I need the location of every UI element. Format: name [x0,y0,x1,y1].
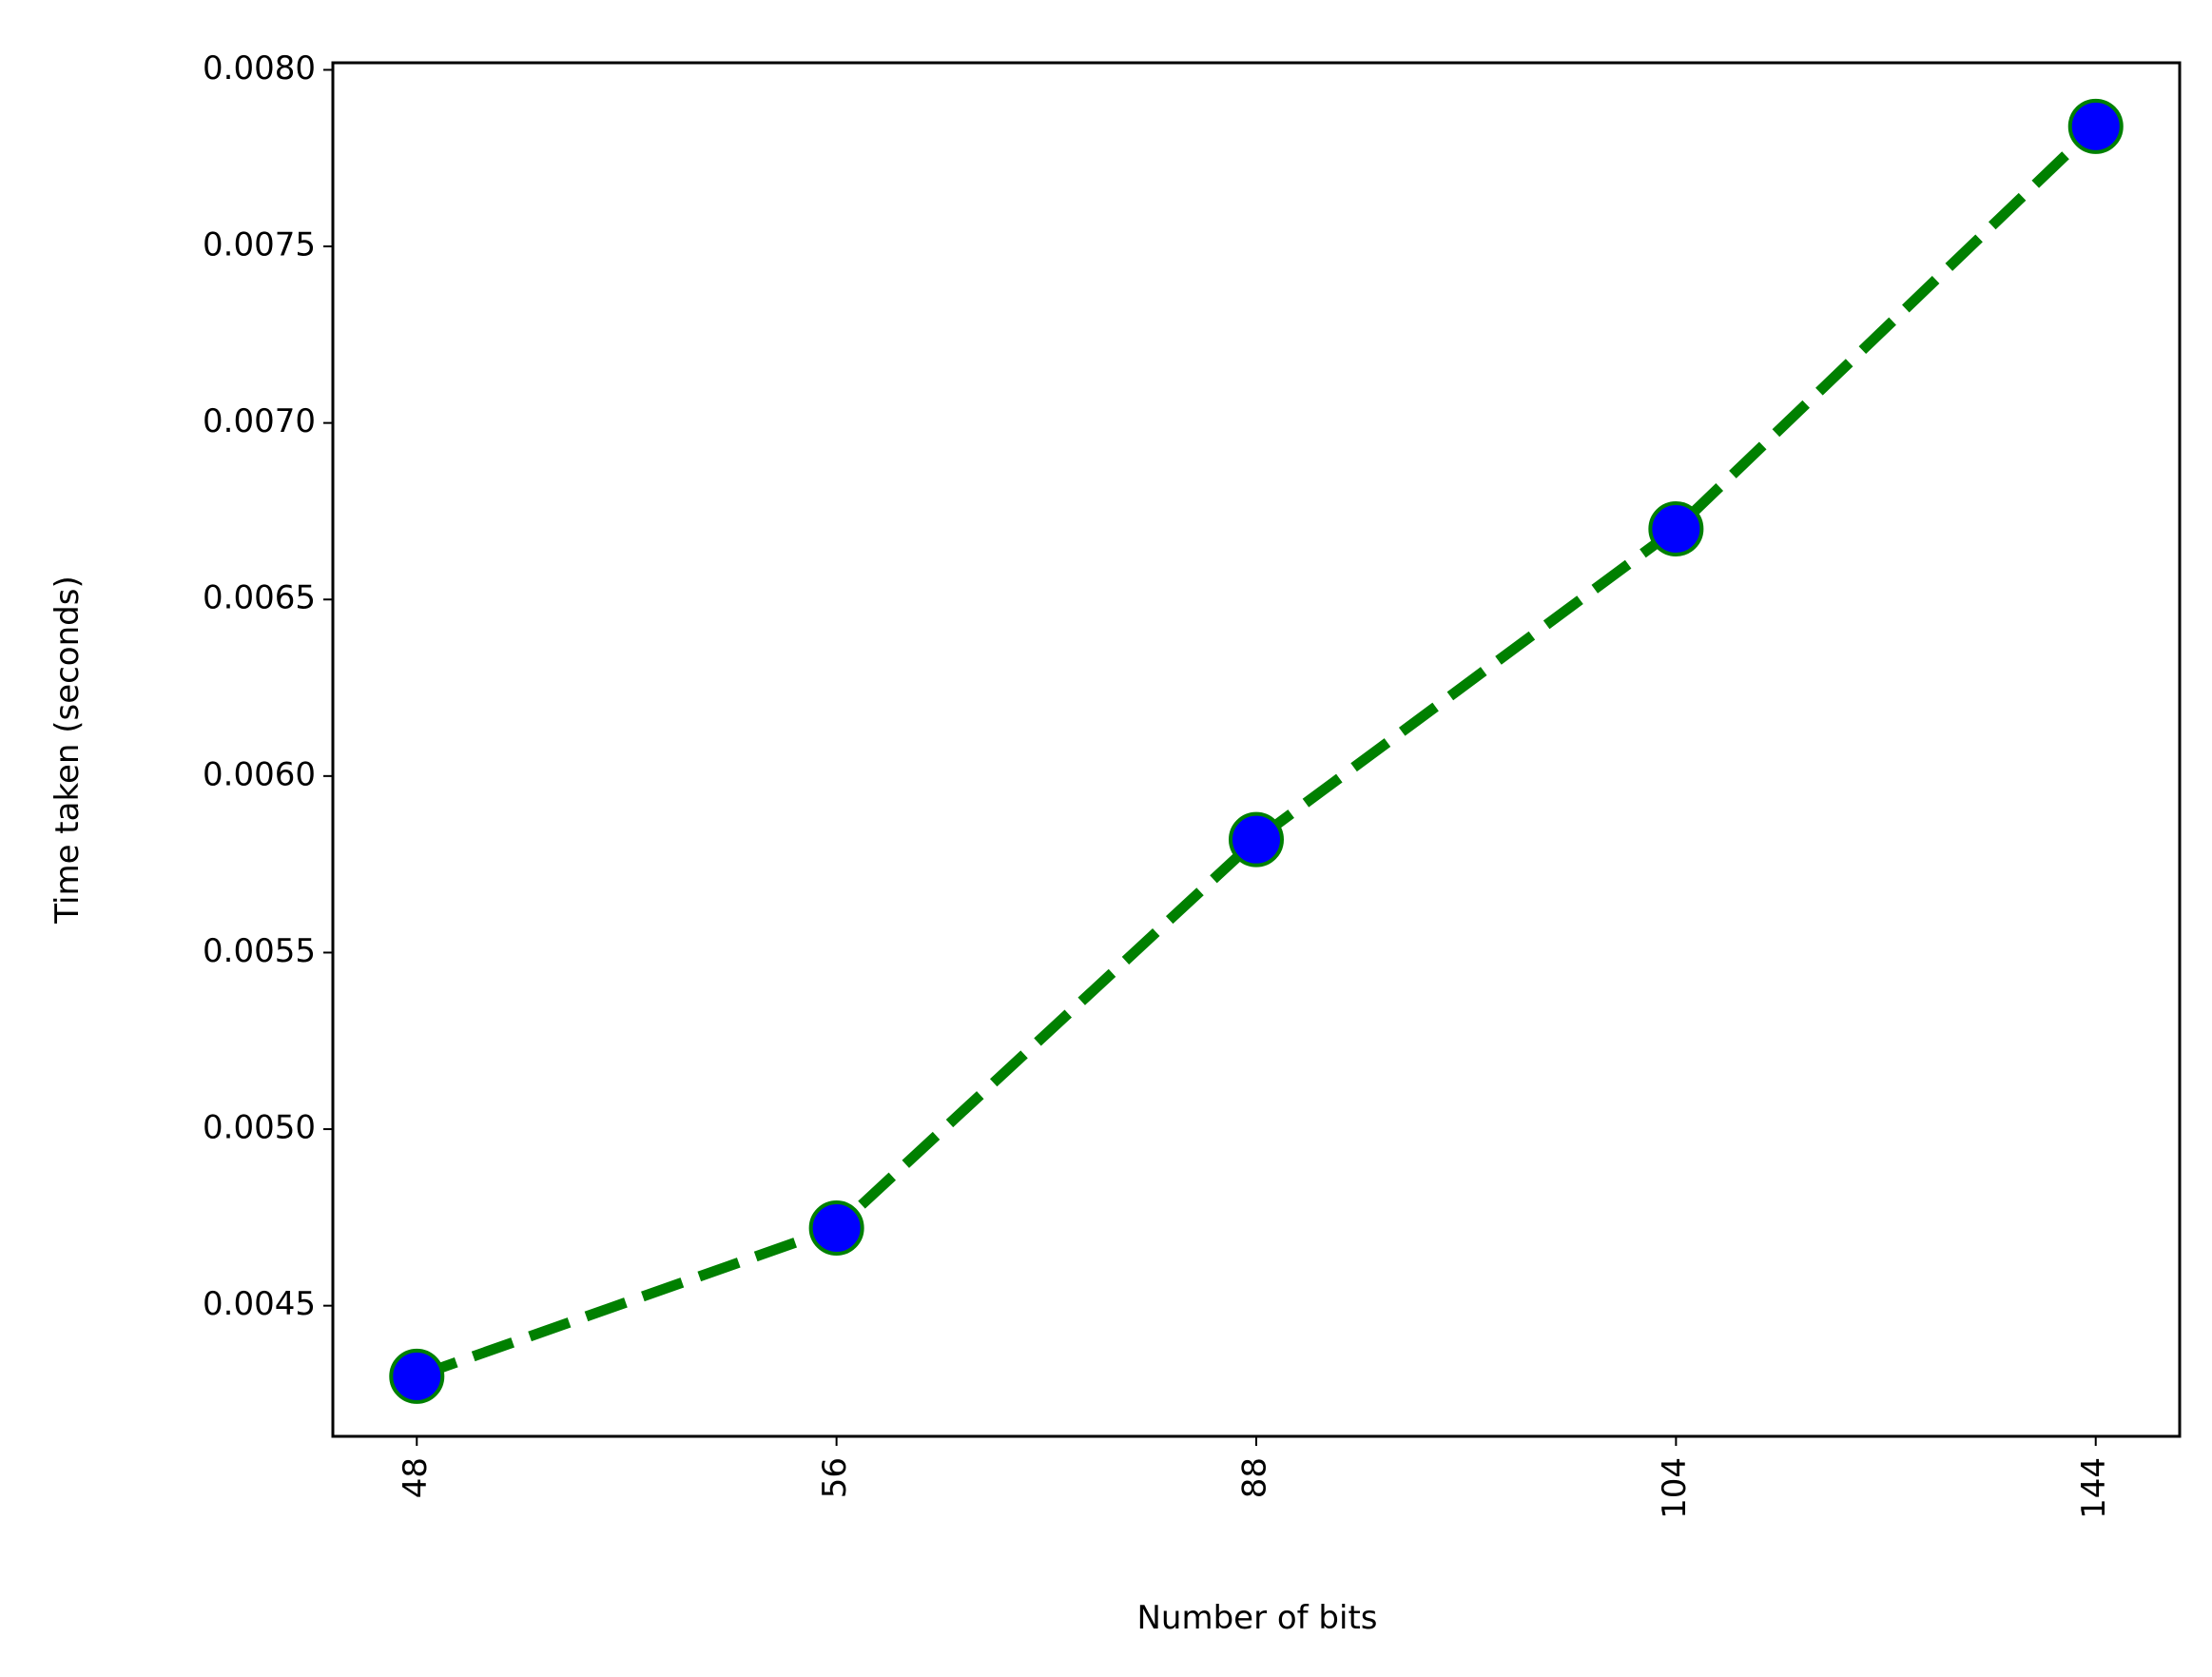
data-point [1648,500,1704,556]
x-tick-label: 144 [2075,1457,2113,1519]
y-tick-label: 0.0045 [203,1285,316,1323]
x-axis-label: Number of bits [1136,1599,1377,1637]
y-tick-label: 0.0065 [203,579,316,617]
y-tick-label: 0.0070 [203,402,316,440]
y-axis-label: Time taken (seconds) [49,575,87,924]
y-tick-label: 0.0080 [203,49,316,88]
y-tick-label: 0.0075 [203,226,316,264]
data-point [2067,98,2124,154]
plot-frame [331,61,2182,1438]
data-point [808,1199,864,1256]
data-point [389,1348,445,1404]
x-tick-label: 88 [1236,1457,1274,1498]
x-tick-label: 48 [397,1457,435,1498]
y-tick-label: 0.0050 [203,1109,316,1147]
y-tick-label: 0.0055 [203,932,316,970]
data-point [1229,811,1284,868]
x-tick-label: 104 [1656,1457,1694,1519]
x-tick-label: 56 [816,1457,854,1498]
y-tick-label: 0.0060 [203,755,316,793]
